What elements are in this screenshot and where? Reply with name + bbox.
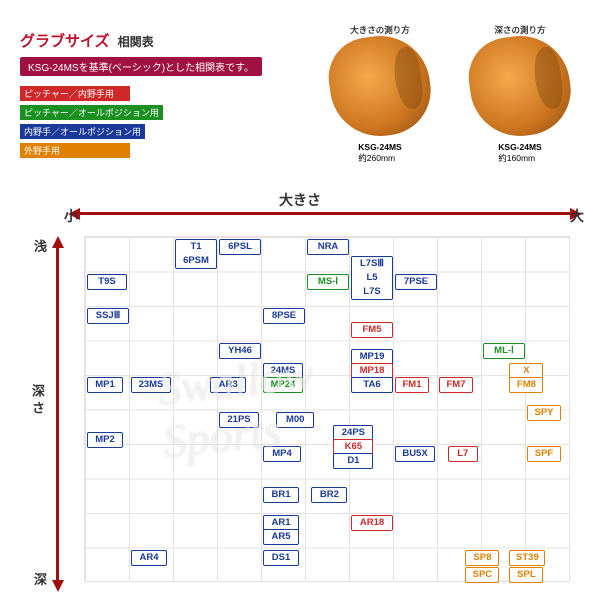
legend-infield-allpos: 内野手／オールポジション用 (20, 124, 145, 139)
model-box: D1 (333, 453, 373, 469)
glove2-image (464, 30, 577, 143)
page-subtitle: 相関表 (118, 33, 154, 50)
model-box: FM5 (351, 322, 393, 338)
model-box: SSJⅢ (87, 308, 129, 324)
model-box: 7PSE (395, 274, 437, 290)
glove-images: 大きさの測り方 KSG-24MS約260mm 深さの測り方 KSG-24MS約1… (330, 24, 570, 164)
legend-pitcher-infield: ピッチャー／内野手用 (20, 86, 130, 101)
model-box: T16PSM (175, 239, 217, 269)
glove1-model: KSG-24MS (358, 142, 401, 152)
grid: T9S T16PSM6PSL NRA MS-ⅠL7SⅢL5L7S7PSE SSJⅢ 8PS… (84, 236, 570, 582)
glove2-model: KSG-24MS (498, 142, 541, 152)
model-box: YH46 (219, 343, 261, 359)
model-box: M00 (276, 412, 314, 428)
y-axis-top-label: 浅 (34, 236, 47, 255)
y-axis-arrow (56, 248, 60, 580)
model-box: MP24 (263, 377, 303, 393)
model-box: SPF (527, 446, 561, 462)
description-badge: KSG-24MSを基準(ベーシック)とした相関表です。 (20, 57, 262, 76)
legend-outfield: 外野手用 (20, 143, 130, 158)
model-box: BR1 (263, 487, 299, 503)
model-box: AR3 (210, 377, 246, 393)
model-box: MP4 (263, 446, 301, 462)
model-box: MP1 (87, 377, 123, 393)
model-box: AR18 (351, 515, 393, 531)
x-axis-right-label: 大 (570, 206, 584, 226)
model-box: L7SⅢL5L7S (351, 256, 393, 300)
model-box: MP2 (87, 432, 123, 448)
x-axis-left-label: 小 (64, 206, 78, 226)
model-box: SP8 (465, 550, 499, 566)
y-axis-bottom-label: 深 (34, 569, 47, 588)
x-axis-center-label: 大きさ (279, 190, 321, 210)
model-box: FM8 (509, 377, 543, 393)
model-box: BR2 (311, 487, 347, 503)
model-box: L7 (448, 446, 478, 462)
model-box: FM7 (439, 377, 473, 393)
model-box: AR4 (131, 550, 167, 566)
model-box: T9S (87, 274, 127, 290)
model-box: ML-Ⅰ (483, 343, 525, 359)
model-box: 8PSE (263, 308, 305, 324)
model-box: TA6 (351, 377, 393, 393)
y-axis-center-label: 深さ (28, 384, 47, 418)
model-box: 23MS (131, 377, 171, 393)
glove1-size: 約260mm (358, 153, 395, 163)
model-box: MS-Ⅰ (307, 274, 349, 290)
glove1-caption: 大きさの測り方 (350, 24, 410, 36)
model-box: AR5 (263, 529, 299, 545)
glove1-image (324, 30, 437, 143)
model-box: ST39 (509, 550, 545, 566)
model-box: SPY (527, 405, 561, 421)
model-box: 6PSL (219, 239, 261, 255)
model-box: BU5X (395, 446, 435, 462)
model-box: DS1 (263, 550, 299, 566)
x-axis-arrow (80, 212, 570, 216)
glove2-caption: 深さの測り方 (494, 24, 545, 36)
model-box: FM1 (395, 377, 429, 393)
model-box: SPC (465, 567, 499, 583)
chart-area: 大きさ 小 大 浅 深 深さ T9ST16PSM6PSLNRAMS-ⅠL7SⅢL… (20, 212, 580, 590)
model-box: NRA (307, 239, 349, 255)
model-box: SPL (509, 567, 543, 583)
legend-pitcher-allpos: ピッチャー／オールポジション用 (20, 105, 163, 120)
glove2-size: 約160mm (498, 153, 535, 163)
page-title: グラブサイズ (20, 30, 110, 51)
model-box: 21PS (219, 412, 259, 428)
